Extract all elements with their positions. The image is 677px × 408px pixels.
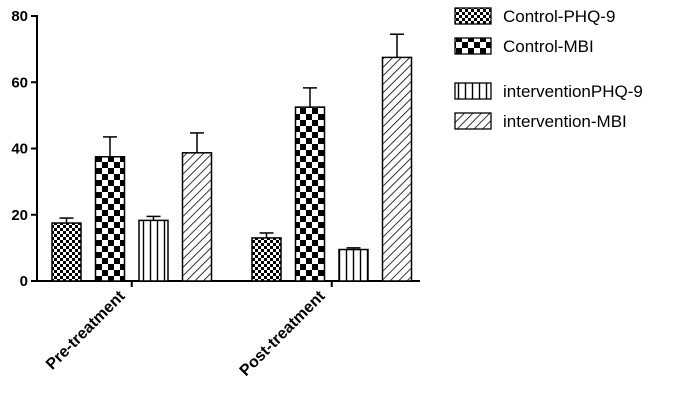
bar-2-1 <box>338 248 369 282</box>
legend-label: Control-MBI <box>503 37 594 56</box>
x-tick-label: Post-treatment <box>237 287 329 379</box>
legend-label: intervention-MBI <box>503 112 627 131</box>
legend-label: interventionPHQ-9 <box>503 82 643 101</box>
legend-swatch <box>454 37 492 55</box>
legend-label: Control-PHQ-9 <box>503 7 615 26</box>
y-tick-label: 60 <box>11 74 28 91</box>
y-tick-label: 40 <box>11 141 28 158</box>
y-axis: 0 20 40 60 80 <box>11 8 38 290</box>
bar-1-1 <box>294 106 326 282</box>
bar-0-1 <box>251 237 282 282</box>
legend-swatch <box>454 112 492 130</box>
legend-swatch <box>454 7 492 25</box>
y-tick-label: 20 <box>11 207 28 224</box>
x-axis: Pre-treatment Post-treatment <box>37 280 420 380</box>
y-tick-label: 80 <box>11 8 28 25</box>
bar-3-0 <box>181 152 213 282</box>
bar-2-0 <box>138 219 169 282</box>
bar-0-0 <box>51 222 82 282</box>
y-tick-label: 0 <box>20 273 28 290</box>
legend: Control-PHQ-9 Control-MBI interventionPHQ-… <box>454 7 643 131</box>
bars <box>51 33 413 282</box>
bar-3-1 <box>381 56 413 282</box>
x-tick-label: Pre-treatment <box>43 287 129 373</box>
bar-1-0 <box>94 156 126 282</box>
legend-swatch <box>454 82 492 100</box>
